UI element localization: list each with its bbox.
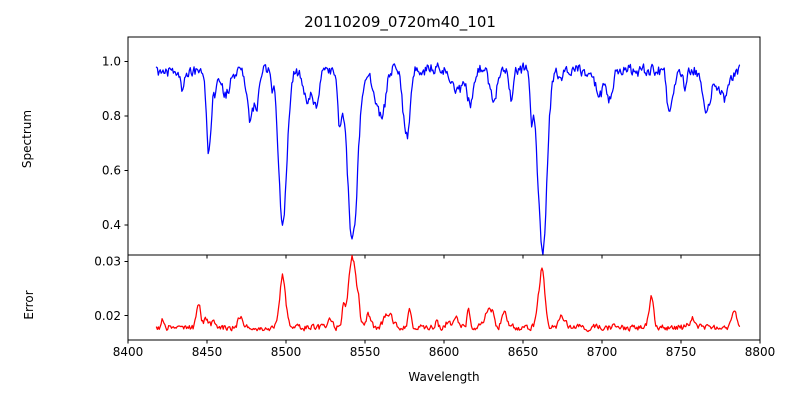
- ytick-label-spectrum-0: 0.4: [102, 218, 121, 232]
- wavelength-axis-label: Wavelength: [408, 370, 480, 384]
- xtick-label-6: 8700: [587, 345, 618, 359]
- xtick-label-4: 8600: [429, 345, 460, 359]
- ytick-label-error-0: 0.02: [94, 309, 121, 323]
- ytick-label-spectrum-2: 0.8: [102, 109, 121, 123]
- xtick-label-0: 8400: [113, 345, 144, 359]
- ytick-label-spectrum-1: 0.6: [102, 164, 121, 178]
- ytick-label-error-1: 0.03: [94, 255, 121, 269]
- ytick-label-spectrum-3: 1.0: [102, 55, 121, 69]
- xtick-label-5: 8650: [508, 345, 539, 359]
- xtick-label-7: 8750: [666, 345, 697, 359]
- error-data-line: [155, 254, 741, 333]
- spectrum-data-line: [155, 62, 741, 256]
- xtick-label-1: 8450: [192, 345, 223, 359]
- xtick-label-3: 8550: [350, 345, 381, 359]
- xtick-label-2: 8500: [271, 345, 302, 359]
- page-title: 20110209_0720m40_101: [304, 13, 496, 31]
- xtick-label-8: 8800: [745, 345, 776, 359]
